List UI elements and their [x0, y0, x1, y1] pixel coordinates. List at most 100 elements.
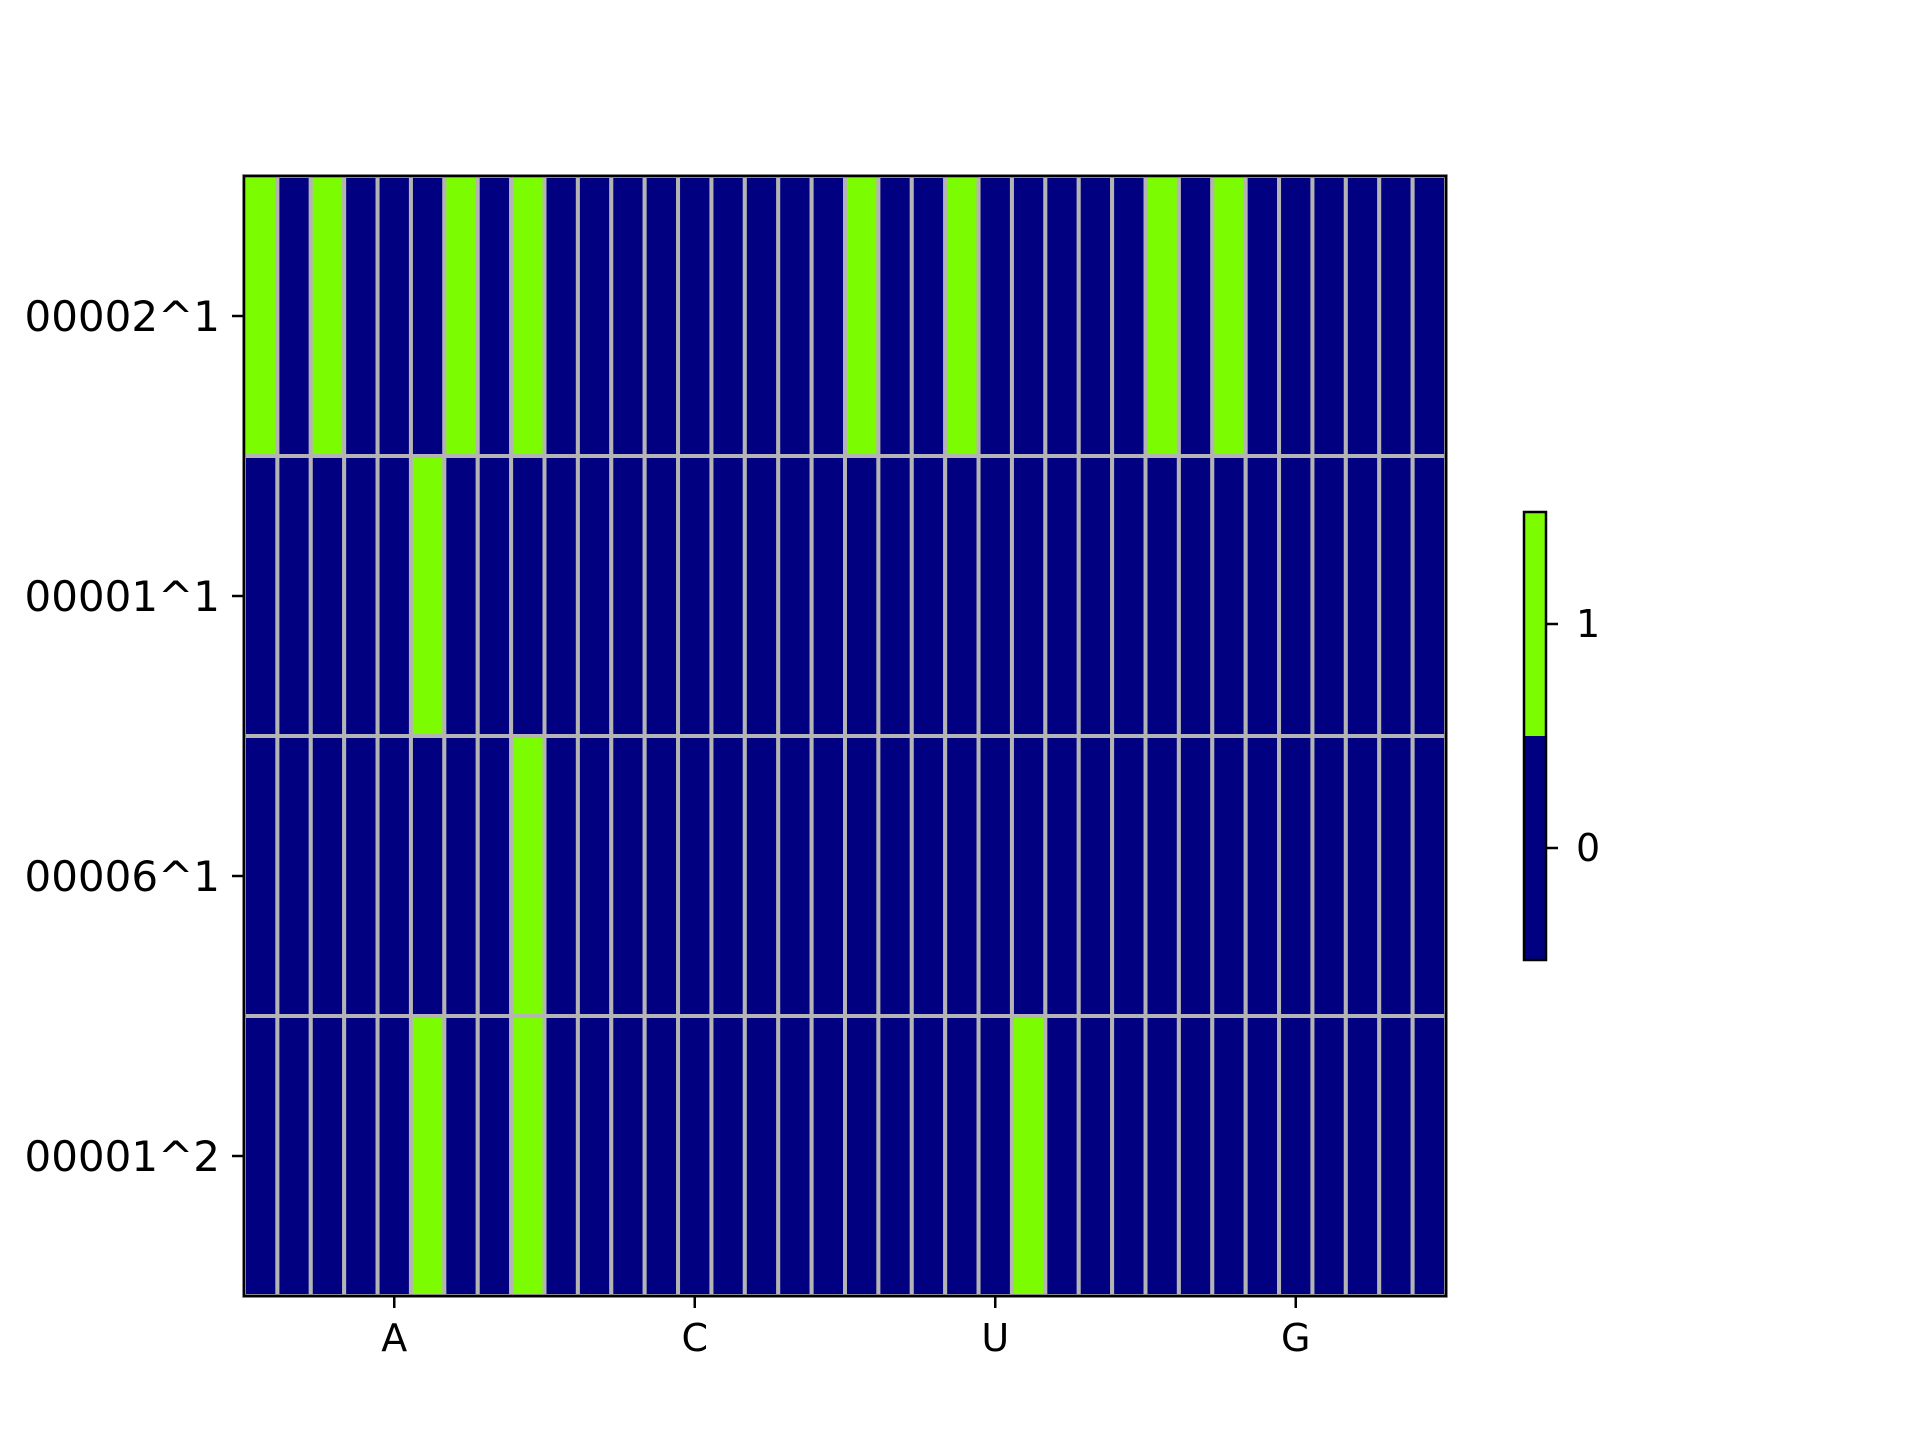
- heatmap-cell: [1243, 734, 1282, 1018]
- heatmap-cell: [742, 454, 781, 738]
- heatmap-cell: [676, 174, 714, 458]
- heatmap-cell: [1377, 734, 1415, 1018]
- heatmap-cell: [1310, 174, 1348, 458]
- heatmap-cell: [742, 174, 781, 458]
- heatmap-cell: [308, 734, 347, 1018]
- heatmap-cell: [408, 734, 447, 1018]
- heatmap-cell: [742, 1014, 781, 1298]
- heatmap-cell: [342, 1014, 380, 1298]
- heatmap-cell: [1410, 734, 1448, 1018]
- heatmap-cell: [308, 1014, 347, 1298]
- heatmap-cell: [1043, 734, 1081, 1018]
- heatmap-cell: [308, 454, 347, 738]
- heatmap-cell: [909, 734, 948, 1018]
- heatmap-cell: [342, 734, 380, 1018]
- heatmap-cell: [1009, 734, 1048, 1018]
- heatmap-cell: [542, 1014, 580, 1298]
- heatmap-cell: [976, 454, 1014, 738]
- heatmap-cell: [742, 734, 781, 1018]
- heatmap-cell: [1176, 1014, 1215, 1298]
- heatmap-cell: [375, 734, 413, 1018]
- heatmap-cell: [1210, 174, 1248, 458]
- heatmap-cell: [642, 174, 681, 458]
- heatmap-cell: [275, 454, 313, 738]
- heatmap-cell: [843, 1014, 881, 1298]
- heatmap-cell: [1277, 1014, 1315, 1298]
- heatmap-cell: [809, 1014, 847, 1298]
- heatmap-cell: [575, 734, 614, 1018]
- heatmap-cell: [1410, 454, 1448, 738]
- heatmap-cell: [909, 174, 948, 458]
- heatmap-cell: [1143, 454, 1181, 738]
- heatmap-cell: [776, 734, 814, 1018]
- heatmap-cell: [676, 454, 714, 738]
- heatmap-cell: [843, 734, 881, 1018]
- y-tick-label: 00001^2: [24, 1132, 220, 1181]
- heatmap-cell: [709, 174, 747, 458]
- x-tick-label: U: [981, 1316, 1009, 1360]
- heatmap-cell: [1210, 454, 1248, 738]
- heatmap-cell: [1076, 1014, 1115, 1298]
- heatmap-cell: [509, 174, 547, 458]
- heatmap-cell: [676, 1014, 714, 1298]
- heatmap-cell: [509, 454, 547, 738]
- heatmap-cell: [408, 1014, 447, 1298]
- colorbar-tick-label: 1: [1576, 602, 1600, 646]
- heatmap-cell: [1410, 1014, 1448, 1298]
- heatmap-cell: [609, 734, 647, 1018]
- heatmap-cell: [909, 454, 948, 738]
- heatmap-cell: [1076, 174, 1115, 458]
- heatmap-cell: [976, 734, 1014, 1018]
- heatmap-cell: [1410, 174, 1448, 458]
- plot-frame: [242, 174, 1448, 1298]
- heatmap-cell: [976, 174, 1014, 458]
- heatmap-cell: [475, 1014, 514, 1298]
- heatmap-cell: [1110, 174, 1148, 458]
- heatmap-cell: [575, 1014, 614, 1298]
- heatmap-cell: [442, 1014, 480, 1298]
- heatmap-cell: [542, 174, 580, 458]
- heatmap-cell: [943, 174, 981, 458]
- heatmap-cell: [275, 1014, 313, 1298]
- heatmap-cell: [408, 454, 447, 738]
- heatmap-cell: [308, 174, 347, 458]
- heatmap-cell: [1377, 1014, 1415, 1298]
- heatmap-cell: [475, 454, 514, 738]
- colorbar: 01: [1522, 510, 1600, 962]
- heatmap-cell: [1009, 174, 1048, 458]
- heatmap-cell: [1343, 454, 1382, 738]
- heatmap-cell: [375, 174, 413, 458]
- heatmap-cell: [943, 454, 981, 738]
- heatmap-cell: [1310, 1014, 1348, 1298]
- heatmap-cell: [1176, 174, 1215, 458]
- heatmap-cell: [1009, 454, 1048, 738]
- heatmap-cell: [1110, 1014, 1148, 1298]
- heatmap-cell: [275, 734, 313, 1018]
- heatmap-cell: [1243, 454, 1282, 738]
- heatmap-cell: [1176, 454, 1215, 738]
- x-tick-label: C: [681, 1316, 708, 1360]
- heatmap-cell: [609, 1014, 647, 1298]
- heatmap-cell: [1043, 454, 1081, 738]
- heatmap-cell: [575, 454, 614, 738]
- heatmap-cell: [1143, 174, 1181, 458]
- colorbar-tick-label: 0: [1576, 826, 1600, 870]
- heatmap-cell: [1110, 734, 1148, 1018]
- colorbar-segment-1: [1524, 512, 1546, 736]
- heatmap-cell: [709, 454, 747, 738]
- heatmap-cell: [1310, 454, 1348, 738]
- heatmap-cell: [809, 454, 847, 738]
- heatmap-cell: [843, 174, 881, 458]
- heatmap-cell: [442, 174, 480, 458]
- heatmap-cell: [1043, 174, 1081, 458]
- heatmap-cell: [475, 174, 514, 458]
- heatmap-cell: [1243, 174, 1282, 458]
- heatmap-cell: [1377, 174, 1415, 458]
- heatmap-cell: [509, 1014, 547, 1298]
- heatmap-cell: [976, 1014, 1014, 1298]
- heatmap-cell: [843, 454, 881, 738]
- heatmap-cell: [375, 1014, 413, 1298]
- heatmap-cell: [1277, 454, 1315, 738]
- heatmap-cell: [342, 174, 380, 458]
- heatmap-cells: [242, 174, 1448, 1298]
